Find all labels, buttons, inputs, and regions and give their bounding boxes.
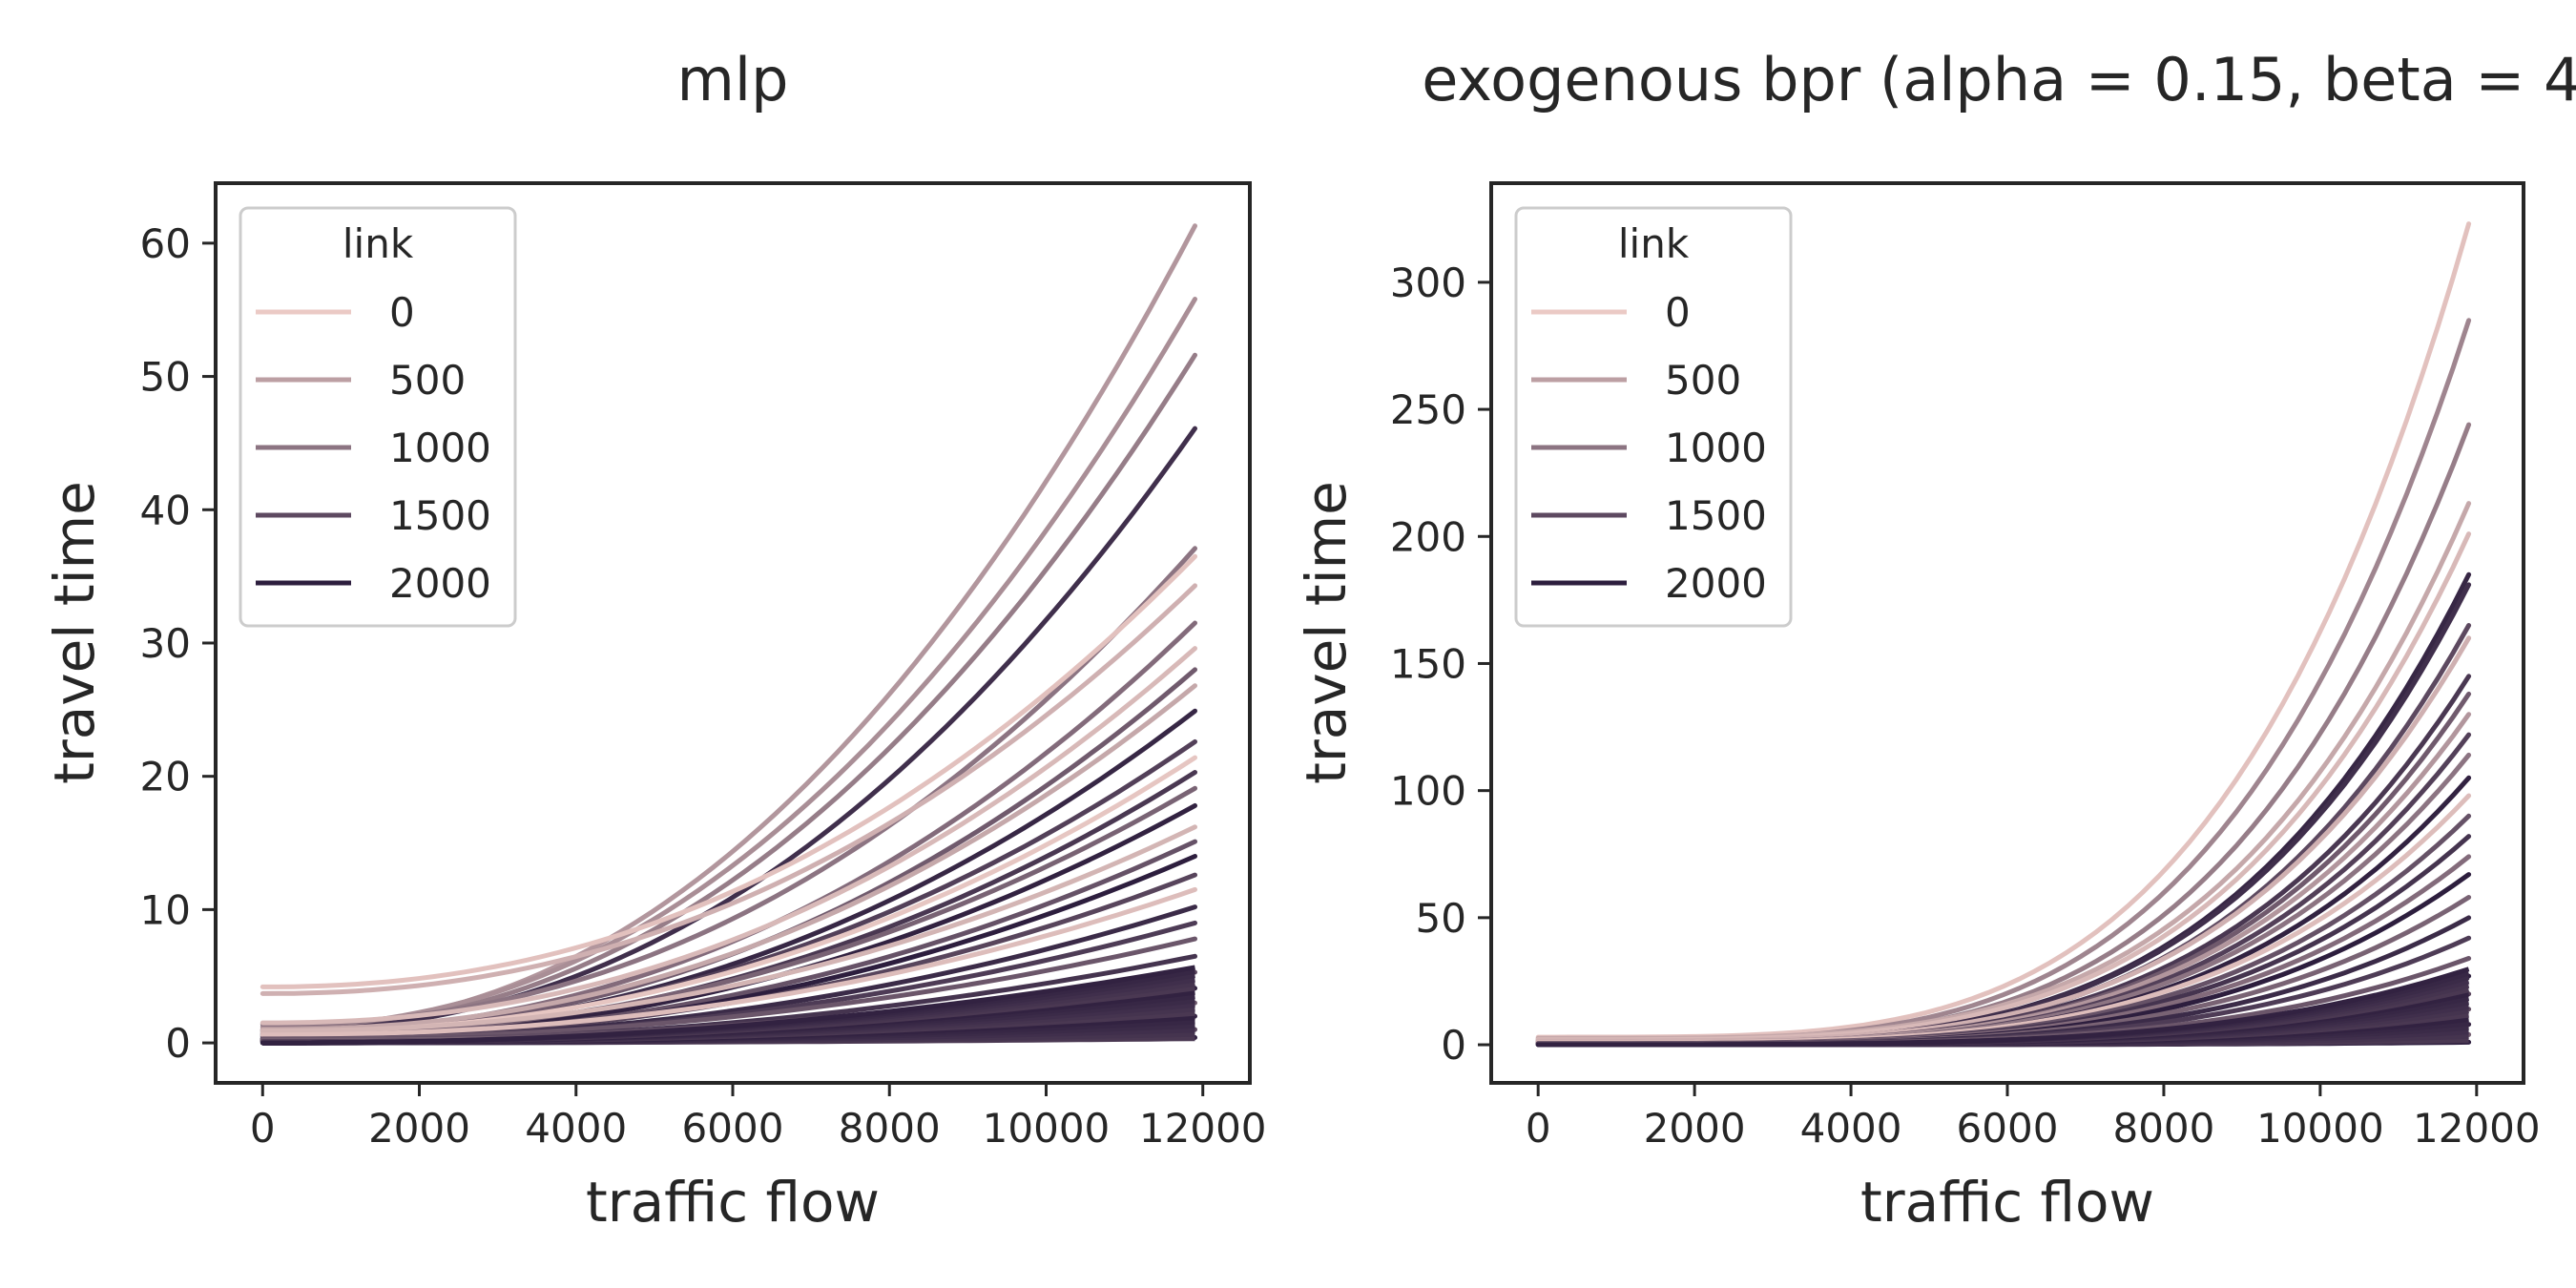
x-tick-label: 4000 bbox=[1800, 1105, 1902, 1152]
series-line-400 bbox=[260, 683, 1197, 1032]
exogenous-bpr-chart: exogenous bpr (alpha = 0.15, beta = 4) 0… bbox=[1294, 45, 2576, 1235]
y-axis-label: travel time bbox=[1294, 481, 1359, 784]
legend-label-1500: 1500 bbox=[1665, 492, 1767, 539]
y-tick-label: 250 bbox=[1390, 386, 1466, 433]
x-tick-label: 2000 bbox=[1644, 1105, 1746, 1152]
legend-label-500: 500 bbox=[389, 357, 466, 404]
legend-label-0: 0 bbox=[1665, 289, 1691, 336]
legend-label-1000: 1000 bbox=[1665, 425, 1767, 471]
x-axis: 0 2000 4000 6000 8000 10000 12000 bbox=[250, 1083, 1267, 1152]
legend-label-1500: 1500 bbox=[389, 492, 491, 539]
y-tick-label: 300 bbox=[1390, 260, 1466, 306]
x-tick-label: 12000 bbox=[2413, 1105, 2541, 1152]
chart-title: exogenous bpr (alpha = 0.15, beta = 4) bbox=[1422, 45, 2576, 114]
y-tick-label: 0 bbox=[165, 1020, 191, 1067]
x-tick-label: 0 bbox=[1526, 1105, 1551, 1152]
line-series-group bbox=[1535, 221, 2472, 1048]
legend-label-1000: 1000 bbox=[389, 425, 491, 471]
x-tick-label: 0 bbox=[250, 1105, 276, 1152]
y-axis-label: travel time bbox=[42, 481, 107, 784]
y-tick-label: 10 bbox=[140, 886, 191, 933]
series-line-150 bbox=[260, 886, 1197, 1038]
y-tick-label: 50 bbox=[1416, 895, 1466, 942]
y-tick-label: 50 bbox=[140, 354, 191, 401]
series-line-band bbox=[262, 965, 1195, 1046]
y-tick-label: 200 bbox=[1390, 513, 1466, 560]
y-tick-label: 60 bbox=[140, 220, 191, 267]
x-tick-label: 8000 bbox=[2112, 1105, 2214, 1152]
x-tick-label: 6000 bbox=[1957, 1105, 2059, 1152]
series-line-250 bbox=[260, 824, 1197, 1033]
series-line-1800 bbox=[1535, 582, 2472, 1045]
x-tick-label: 4000 bbox=[525, 1105, 627, 1152]
x-tick-label: 2000 bbox=[368, 1105, 470, 1152]
x-axis: 0 2000 4000 6000 8000 10000 12000 bbox=[1526, 1083, 2541, 1152]
series-line-band bbox=[1538, 966, 2470, 1048]
legend-label-2000: 2000 bbox=[389, 560, 491, 607]
series-line-200 bbox=[260, 646, 1197, 1026]
x-axis-label: traffic flow bbox=[1860, 1170, 2154, 1235]
legend-title: link bbox=[1618, 220, 1690, 267]
x-tick-label: 10000 bbox=[983, 1105, 1111, 1152]
x-tick-label: 12000 bbox=[1139, 1105, 1267, 1152]
chart-title: mlp bbox=[677, 45, 789, 114]
y-tick-label: 40 bbox=[140, 487, 191, 533]
x-tick-label: 10000 bbox=[2256, 1105, 2384, 1152]
legend-label-2000: 2000 bbox=[1665, 560, 1767, 607]
legend-label-500: 500 bbox=[1665, 357, 1741, 404]
x-tick-label: 6000 bbox=[682, 1105, 784, 1152]
series-line-300 bbox=[260, 583, 1197, 996]
legend: link 0 500 1000 1500 2000 bbox=[239, 206, 517, 628]
y-tick-label: 30 bbox=[140, 620, 191, 667]
y-tick-label: 150 bbox=[1390, 640, 1466, 687]
series-line-100 bbox=[260, 553, 1197, 989]
series-line-1800 bbox=[260, 426, 1197, 1033]
legend: link 0 500 1000 1500 2000 bbox=[1514, 206, 1793, 628]
legend-title: link bbox=[343, 220, 414, 267]
y-tick-label: 100 bbox=[1390, 768, 1466, 815]
series-line-1900 bbox=[1535, 571, 2472, 1045]
line-series-group bbox=[260, 223, 1197, 1046]
y-tick-label: 20 bbox=[140, 754, 191, 800]
legend-label-0: 0 bbox=[389, 289, 415, 336]
x-tick-label: 8000 bbox=[839, 1105, 941, 1152]
y-tick-label: 0 bbox=[1441, 1022, 1466, 1069]
y-axis: 0 50 100 150 200 250 300 bbox=[1390, 260, 1491, 1069]
mlp-chart: mlp 0 2000 4000 6000 8000 10000 12000 01020304… bbox=[42, 45, 1267, 1235]
x-axis-label: traffic flow bbox=[586, 1170, 880, 1235]
y-axis: 0 10 20 30 40 50 60 bbox=[140, 220, 216, 1067]
